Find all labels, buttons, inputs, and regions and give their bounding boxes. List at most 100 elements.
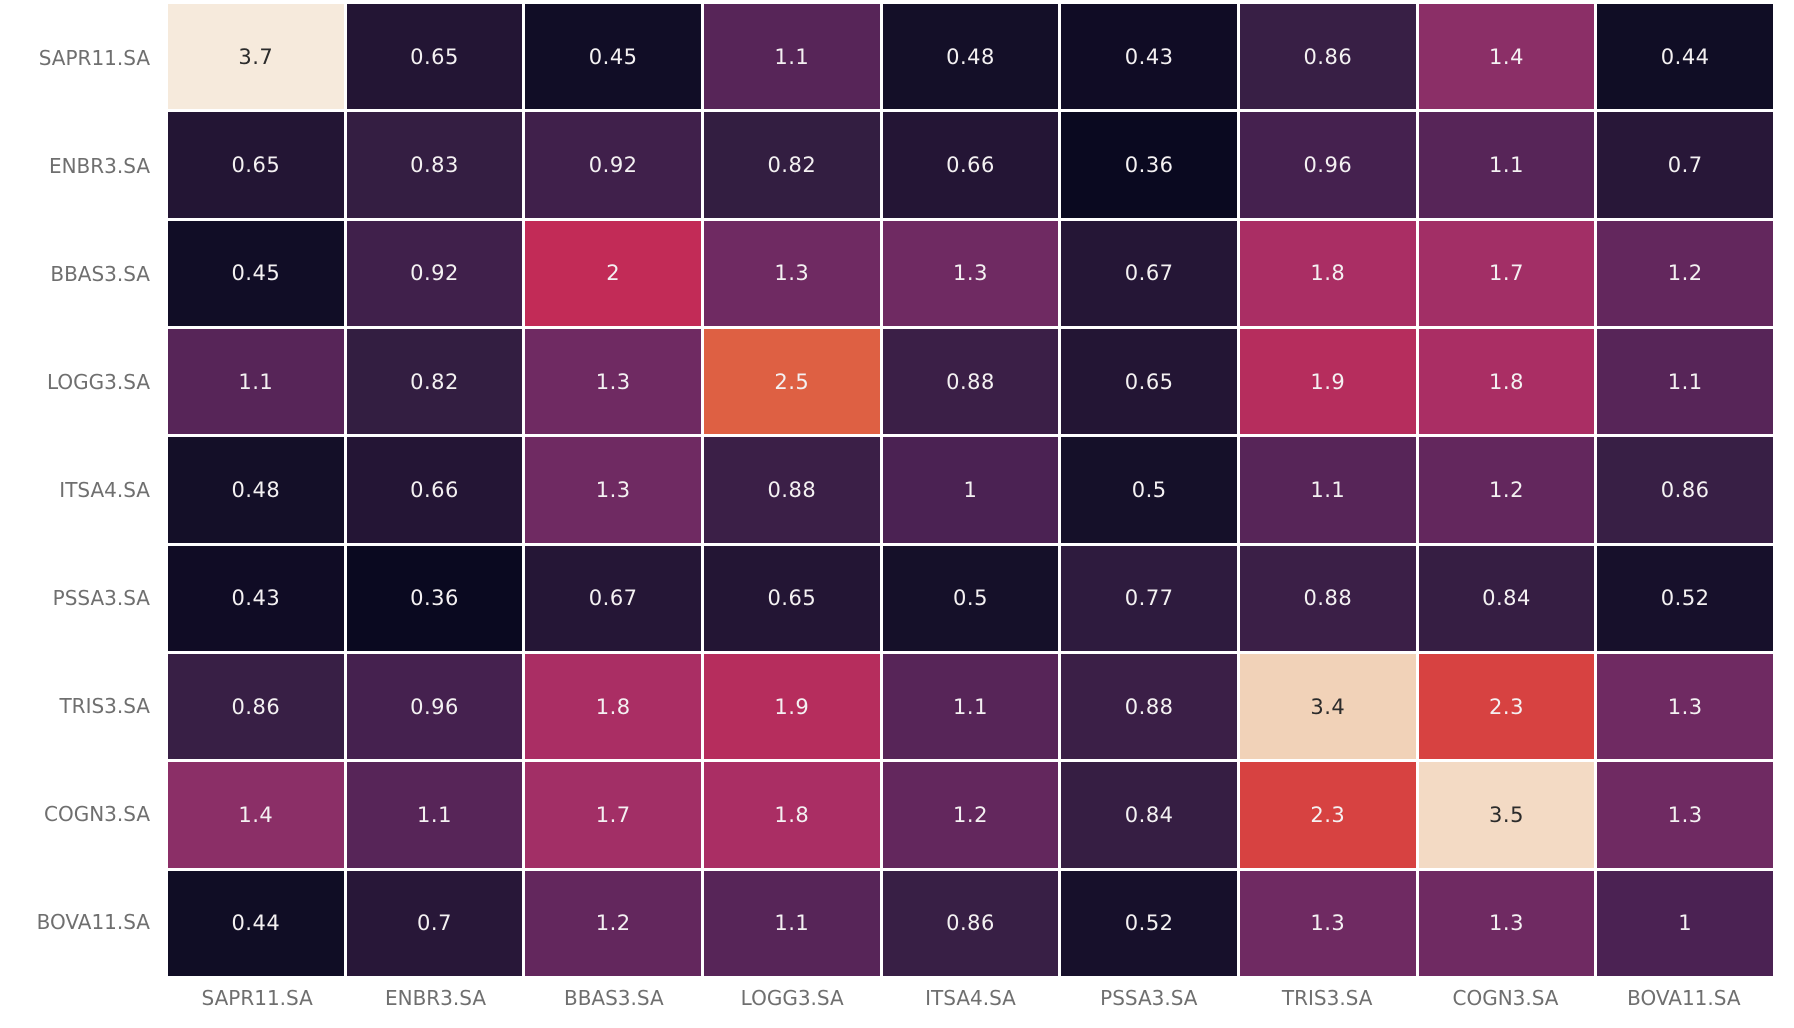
x-tick-label: BBAS3.SA [563,986,664,1010]
heatmap-cell: 1 [882,437,1059,543]
heatmap-cell: 1.1 [704,870,880,976]
heatmap-cell: 0.5 [882,545,1059,651]
heatmap-cell: 1.4 [1418,4,1595,110]
heatmap-cell: 0.86 [882,870,1059,976]
x-tick-label: TRIS3.SA [1281,986,1373,1010]
heatmap-cell: 0.96 [346,654,523,760]
heatmap-cell: 1.3 [704,220,880,326]
heatmap-cell: 0.88 [882,329,1059,435]
heatmap-cell: 0.44 [1597,4,1773,110]
x-tick-label: ITSA4.SA [925,986,1016,1010]
y-tick-label: COGN3.SA [44,802,150,826]
heatmap-cell: 1.1 [704,4,880,110]
heatmap-cell: 0.86 [168,654,344,760]
heatmap-cell: 0.36 [1061,112,1237,218]
heatmap-cell: 3.7 [168,4,344,110]
heatmap-cell: 3.4 [1240,654,1416,760]
heatmap-cell: 1.1 [346,762,523,868]
heatmap-cell: 1.3 [1418,870,1595,976]
heatmap-cell: 0.43 [168,545,344,651]
heatmap-cell: 1.8 [525,654,701,760]
heatmap-cell: 0.96 [1240,112,1416,218]
heatmap-cell: 0.44 [168,870,344,976]
heatmap-cell: 0.86 [1597,437,1773,543]
heatmap-cell: 0.67 [525,545,701,651]
heatmap-cell: 0.5 [1061,437,1237,543]
x-tick-label: SAPR11.SA [201,986,313,1010]
heatmap-cell: 1.3 [525,437,701,543]
y-tick-label: BOVA11.SA [36,910,150,934]
heatmap-cell: 0.84 [1061,762,1237,868]
heatmap-cell: 1.4 [168,762,344,868]
heatmap-cell: 0.7 [346,870,523,976]
heatmap-cell: 1.9 [1240,329,1416,435]
heatmap-cell: 0.48 [168,437,344,543]
heatmap-cell: 2 [525,220,701,326]
heatmap-cell: 1.3 [525,329,701,435]
heatmap-cell: 0.52 [1597,545,1773,651]
heatmap-cell: 0.65 [168,112,344,218]
heatmap-cell: 0.77 [1061,545,1237,651]
heatmap-cell: 1.2 [525,870,701,976]
heatmap-cell: 1.3 [1597,762,1773,868]
heatmap-cell: 0.65 [1061,329,1237,435]
y-tick-label: LOGG3.SA [47,370,150,394]
heatmap-cell: 0.66 [882,112,1059,218]
heatmap-cell: 1.2 [882,762,1059,868]
heatmap-cell: 0.7 [1597,112,1773,218]
heatmap-cell: 0.92 [525,112,701,218]
heatmap-cell: 1.1 [1418,112,1595,218]
heatmap-cell: 0.82 [704,112,880,218]
heatmap-cell: 0.45 [525,4,701,110]
heatmap-cell: 1.1 [1240,437,1416,543]
heatmap-cell: 0.36 [346,545,523,651]
heatmap-cell: 1 [1597,870,1773,976]
heatmap-cell: 0.92 [346,220,523,326]
heatmap-cell: 0.45 [168,220,344,326]
heatmap-cell: 0.84 [1418,545,1595,651]
y-tick-label: BBAS3.SA [50,262,150,286]
heatmap-cell: 1.1 [1597,329,1773,435]
y-tick-label: TRIS3.SA [59,694,150,718]
heatmap-cell: 1.3 [1240,870,1416,976]
heatmap-cell: 3.5 [1418,762,1595,868]
heatmap-cell: 1.8 [704,762,880,868]
heatmap-cell: 1.9 [704,654,880,760]
heatmap-cell: 1.2 [1597,220,1773,326]
heatmap-cell: 1.8 [1240,220,1416,326]
heatmap-cell: 1.7 [1418,220,1595,326]
heatmap-cell: 0.82 [346,329,523,435]
heatmap-cell: 1.7 [525,762,701,868]
heatmap-cell: 0.88 [1061,654,1237,760]
heatmap-cell: 1.8 [1418,329,1595,435]
y-tick-label: ENBR3.SA [48,154,150,178]
heatmap-cell: 0.88 [1240,545,1416,651]
heatmap-cell: 0.48 [882,4,1059,110]
heatmap-cell: 0.65 [346,4,523,110]
heatmap-cell: 0.83 [346,112,523,218]
heatmap-cell: 1.2 [1418,437,1595,543]
heatmap-cell: 0.65 [704,545,880,651]
heatmap-cell: 1.1 [882,654,1059,760]
x-tick-label: LOGG3.SA [740,986,844,1010]
heatmap-cell: 0.66 [346,437,523,543]
heatmap-cell: 2.5 [704,329,880,435]
heatmap-cell: 0.43 [1061,4,1237,110]
x-tick-label: BOVA11.SA [1627,986,1741,1010]
heatmap-cell: 2.3 [1418,654,1595,760]
x-tick-label: ENBR3.SA [384,986,487,1010]
heatmap-grid: 3.7 0.65 0.45 1.1 0.48 0.43 0.86 1.4 0.44 0.65 0.8… [168,4,1773,976]
y-tick-label: ITSA4.SA [59,478,150,502]
y-tick-label: PSSA3.SA [52,586,150,610]
heatmap-cell: 0.86 [1240,4,1416,110]
heatmap-cell: 2.3 [1240,762,1416,868]
x-tick-label: COGN3.SA [1452,986,1559,1010]
y-tick-label: SAPR11.SA [38,46,150,70]
heatmap-cell: 0.67 [1061,220,1237,326]
heatmap-cell: 0.88 [704,437,880,543]
heatmap-cell: 0.52 [1061,870,1237,976]
heatmap-cell: 1.1 [168,329,344,435]
heatmap-cell: 1.3 [882,220,1059,326]
heatmap-cell: 1.3 [1597,654,1773,760]
